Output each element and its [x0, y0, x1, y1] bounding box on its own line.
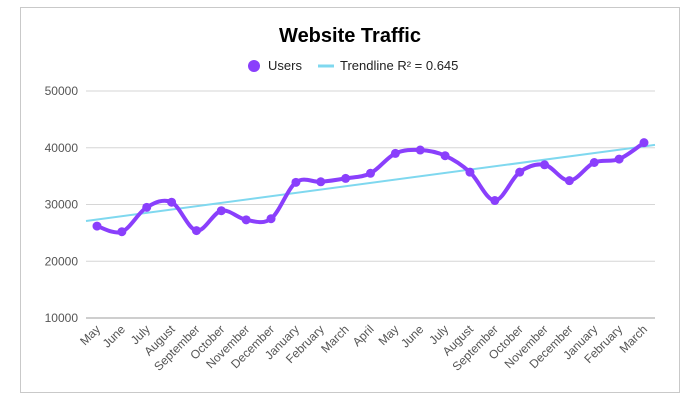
- data-point: [490, 196, 500, 206]
- trendline: [85, 143, 656, 222]
- data-point: [241, 215, 251, 225]
- x-tick-label: March: [318, 322, 351, 355]
- chart-title: Website Traffic: [279, 25, 421, 47]
- series-users-line: [95, 140, 646, 235]
- data-point: [564, 176, 574, 186]
- data-point: [465, 167, 475, 177]
- x-tick-label: June: [100, 322, 129, 351]
- y-tick-label: 40000: [45, 141, 79, 155]
- data-point: [366, 168, 375, 178]
- data-point: [614, 154, 624, 164]
- data-point: [515, 167, 525, 177]
- x-tick-label: May: [376, 322, 402, 348]
- data-point: [390, 148, 400, 158]
- y-axis-ticks: 10000 20000 30000 40000 50000: [45, 84, 79, 325]
- data-point: [92, 221, 102, 231]
- legend-users-marker: [248, 60, 260, 72]
- data-point: [191, 226, 201, 236]
- legend: Users Trendline R² = 0.645: [248, 58, 458, 73]
- data-point: [266, 214, 276, 224]
- data-point: [142, 202, 152, 212]
- data-point: [316, 177, 326, 187]
- x-tick-label: June: [398, 322, 427, 351]
- legend-trendline-label: Trendline R² = 0.645: [340, 58, 458, 73]
- data-point: [341, 173, 351, 183]
- x-tick-label: March: [617, 322, 650, 355]
- data-point: [167, 197, 177, 207]
- data-point: [440, 151, 450, 161]
- series-users: [92, 138, 649, 237]
- x-tick-label: April: [350, 322, 377, 349]
- data-point: [117, 227, 127, 237]
- data-point: [216, 206, 226, 216]
- y-tick-label: 30000: [45, 198, 79, 212]
- data-point: [415, 145, 425, 155]
- y-tick-label: 10000: [45, 311, 79, 325]
- data-point: [589, 158, 599, 168]
- trendline-line: [85, 143, 656, 222]
- y-tick-label: 20000: [45, 254, 79, 268]
- chart-frame: [20, 7, 680, 393]
- data-point: [639, 138, 649, 148]
- y-tick-label: 50000: [45, 84, 79, 98]
- x-tick-label: May: [77, 322, 103, 348]
- grid: [86, 90, 655, 319]
- legend-users-label: Users: [268, 58, 302, 73]
- data-point: [540, 160, 550, 170]
- data-point: [291, 177, 301, 187]
